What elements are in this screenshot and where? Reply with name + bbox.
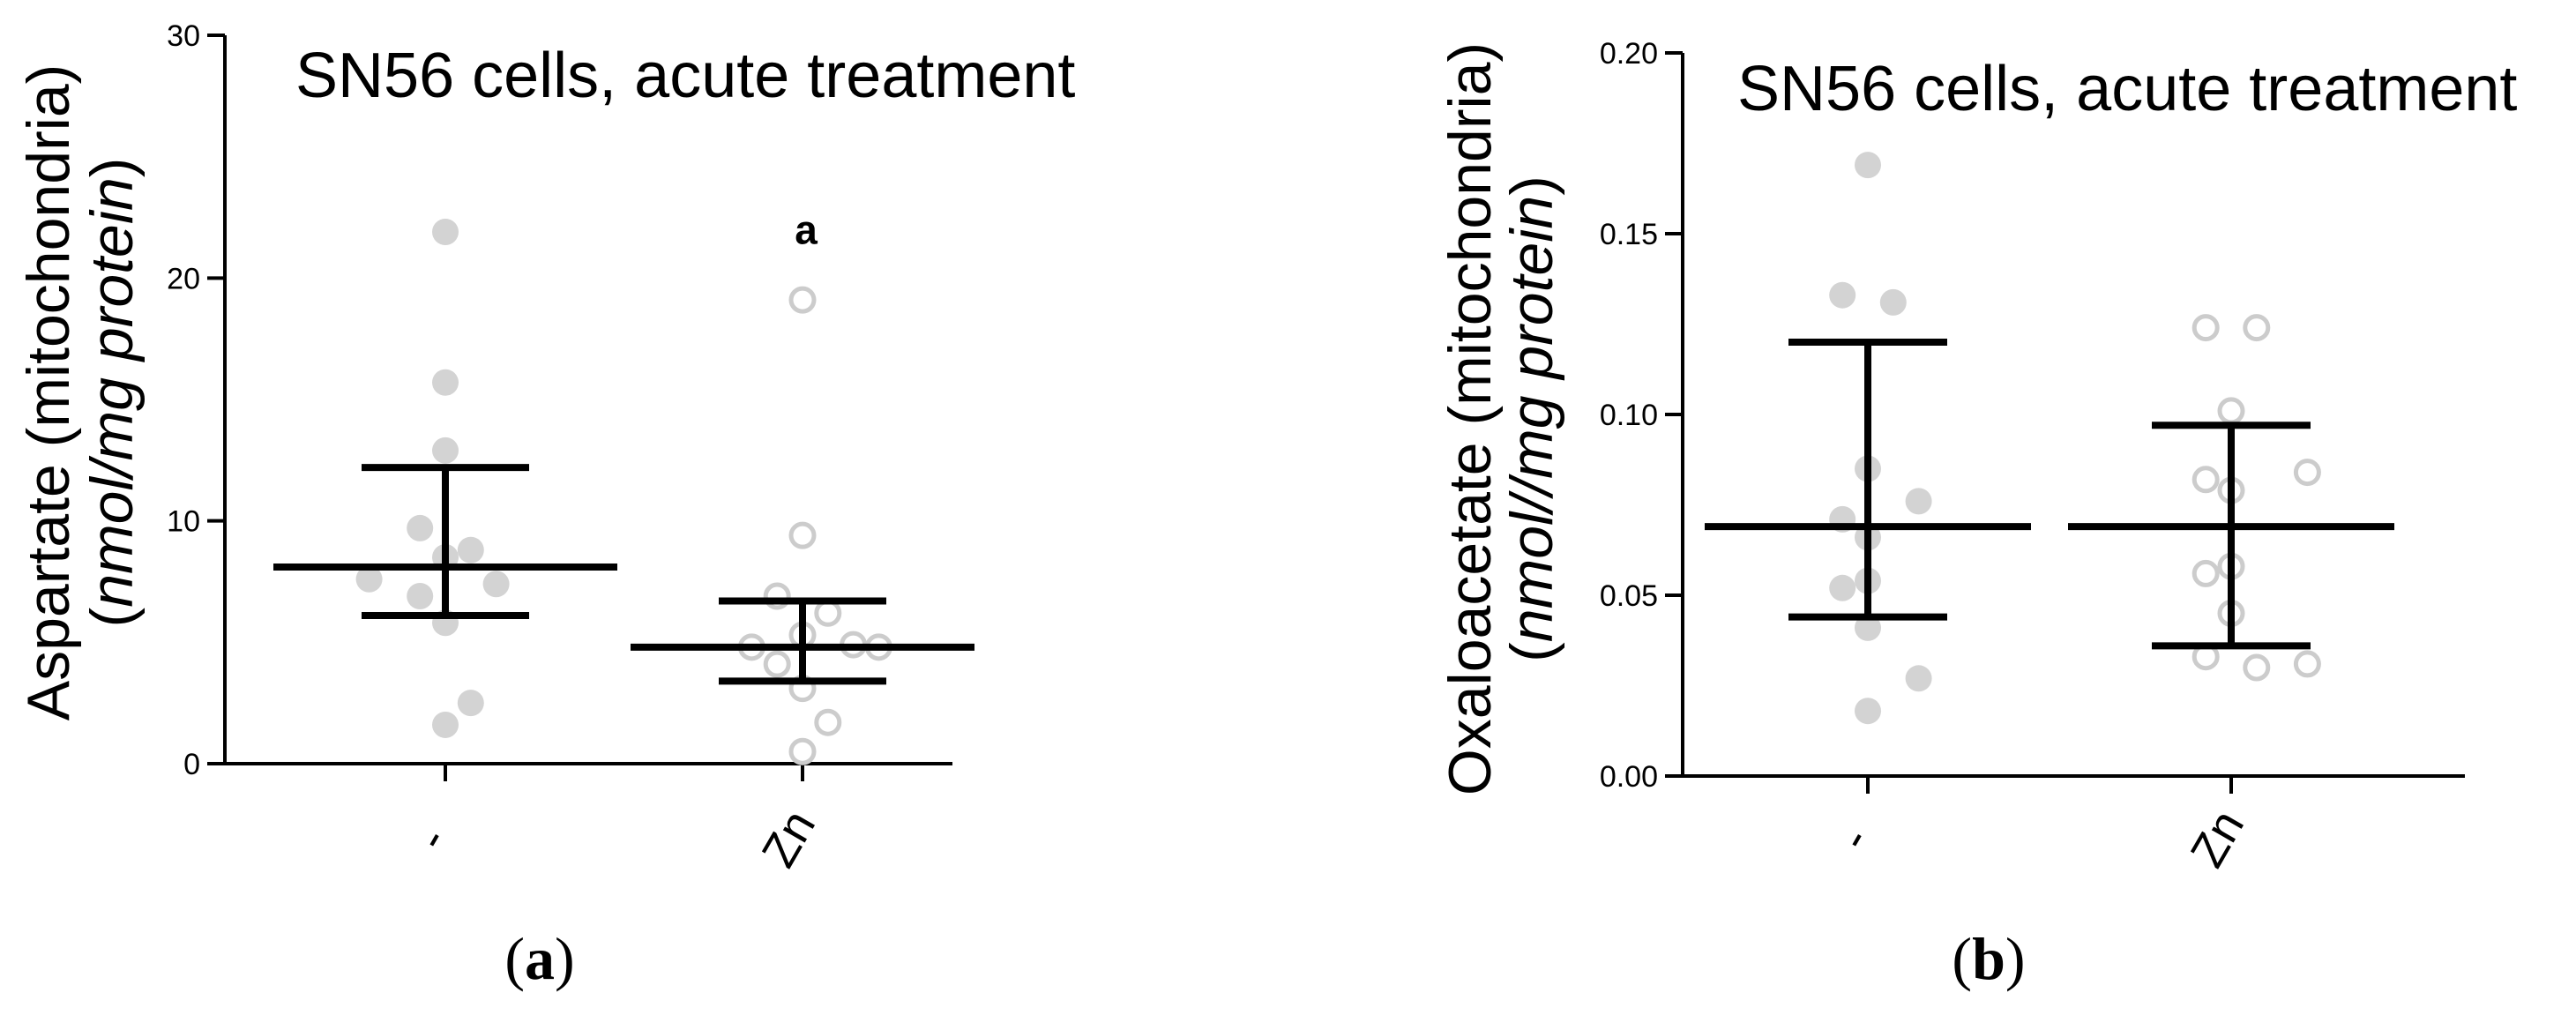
panel-label: (b): [1952, 925, 2025, 992]
y-axis-units-label: (nmol//mg protein): [1498, 175, 1565, 662]
x-tick-label: -: [405, 818, 459, 859]
data-point: [1905, 488, 1932, 515]
data-point: [763, 650, 791, 678]
data-point: [2191, 314, 2220, 342]
data-point: [2243, 653, 2271, 682]
series-zn: [2068, 314, 2394, 682]
chart-panel-b: 0.00 0.05 0.10 0.15 0.20 - Zn SN56 cells, acute…: [1437, 37, 2517, 992]
data-point: [814, 708, 842, 736]
data-point: [407, 514, 434, 541]
y-tick-label: 0.00: [1600, 760, 1658, 794]
series-control: [1705, 152, 2031, 725]
data-point: [2293, 650, 2321, 678]
panel-label-close-paren: ): [2005, 925, 2026, 992]
data-point: [2293, 459, 2321, 487]
chart-title: SN56 cells, acute treatment: [1737, 54, 2517, 124]
panel-label-close-paren: ): [555, 925, 575, 992]
data-point: [788, 521, 817, 549]
y-tick-label: 0: [183, 748, 200, 781]
y-axis-units-close-paren: ): [78, 158, 146, 178]
significance-annotation: a: [795, 206, 818, 252]
data-point: [432, 219, 459, 246]
data-point: [1855, 152, 1881, 179]
y-tick-label: 0.05: [1600, 579, 1658, 613]
panel-label-letter: a: [525, 925, 555, 992]
y-axis-units: nmol/mg protein: [78, 177, 146, 608]
data-point: [482, 571, 510, 598]
x-tick-label: Zn: [2181, 802, 2254, 877]
y-axis-label: Oxaloacetate (mitochondria): [1437, 42, 1504, 795]
data-point: [457, 536, 484, 564]
data-point: [432, 711, 459, 738]
y-axis-label: Aspartate (mitochondria): [15, 64, 82, 721]
y-axis-units: nmol//mg protein: [1498, 196, 1565, 642]
data-point: [1829, 281, 1856, 309]
data-point: [2191, 466, 2220, 494]
data-point: [1905, 665, 1932, 692]
data-point: [1855, 698, 1881, 725]
data-point: [1829, 574, 1856, 601]
y-axis-units-close-paren: ): [1498, 175, 1565, 196]
data-point: [1879, 288, 1907, 316]
y-axis-units-open-paren: (: [78, 607, 146, 627]
data-point: [1855, 614, 1881, 641]
panel-label-open-paren: (: [1952, 925, 1972, 992]
series-zn: a: [631, 206, 974, 765]
panel-label-open-paren: (: [504, 925, 525, 992]
y-tick-label: 0.15: [1600, 218, 1658, 251]
y-axis-units-label: (nmol/mg protein): [78, 158, 146, 628]
panel-label: (a): [504, 925, 574, 992]
x-tick-label: -: [1827, 818, 1881, 859]
data-point: [432, 437, 459, 464]
data-point: [2217, 397, 2245, 425]
y-tick-label: 30: [167, 19, 200, 53]
chart-title: SN56 cells, acute treatment: [295, 41, 1075, 111]
y-tick-label: 0.10: [1600, 399, 1658, 432]
data-point: [432, 369, 459, 396]
data-point: [2243, 314, 2271, 342]
data-point: [788, 286, 817, 314]
y-tick-label: 20: [167, 262, 200, 295]
series-control: [273, 219, 617, 738]
y-tick-label: 0.20: [1600, 37, 1658, 71]
data-point: [407, 583, 434, 610]
data-point: [355, 565, 383, 593]
data-point: [2191, 559, 2220, 587]
data-point: [788, 737, 817, 765]
chart-panel-a: 0 10 20 30 - Zn SN56 cells, acute treatment Asp…: [15, 19, 1075, 992]
y-tick-label: 10: [167, 505, 200, 539]
panel-label-letter: b: [1972, 925, 2005, 992]
data-point: [814, 599, 842, 627]
y-axis-units-open-paren: (: [1498, 642, 1565, 662]
x-tick-label: Zn: [752, 802, 825, 877]
data-point: [457, 690, 484, 717]
